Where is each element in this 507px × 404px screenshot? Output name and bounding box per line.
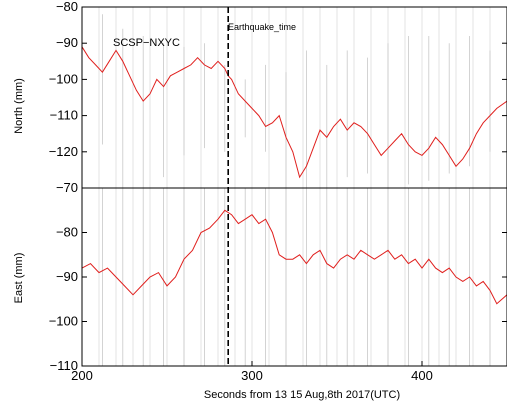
north-y-ticks: −80 −90 −100 −110 −120: [49, 0, 507, 189]
x-ticks: 200 300 400: [71, 361, 433, 383]
y-tick-label: −90: [56, 269, 78, 284]
station-annotation: SCSP−NXYC: [113, 37, 180, 49]
y-tick-label: −80: [56, 0, 78, 14]
north-panel: −80−90−100−110−120 North (mm) SCSP−NXYC …: [13, 0, 507, 189]
x-tick-label: 300: [241, 368, 263, 383]
y-tick-label: −120: [49, 144, 78, 159]
earthquake-time-label: Earthquake_time: [228, 22, 296, 32]
x-axis-label: Seconds from 13 15 Aug,8th 2017(UTC): [204, 389, 400, 401]
east-y-ticks: −70 −80 −90 −100 −110: [49, 180, 507, 373]
north-series-line: [81, 46, 507, 179]
y-tick-label: −80: [56, 225, 78, 240]
x-tick-label: 200: [71, 368, 93, 383]
y-tick-label: −100: [49, 314, 78, 329]
y-tick-label: −110: [50, 108, 78, 123]
east-error-bars: [102, 188, 491, 366]
x-tick-label: 400: [411, 368, 433, 383]
east-y-axis-label: East (mm): [13, 253, 25, 304]
y-tick-label: −70: [56, 180, 78, 195]
east-series-line: [81, 209, 507, 305]
north-error-bars: [102, 14, 491, 188]
north-y-axis-label: North (mm): [13, 78, 25, 134]
y-tick-label: −100: [49, 71, 78, 86]
y-tick-label: −90: [56, 35, 78, 50]
y-tick-label: −110: [50, 358, 78, 373]
east-panel: −70 −80 −90 −100 −110 200 300 400 East (mm) Se…: [13, 180, 507, 401]
